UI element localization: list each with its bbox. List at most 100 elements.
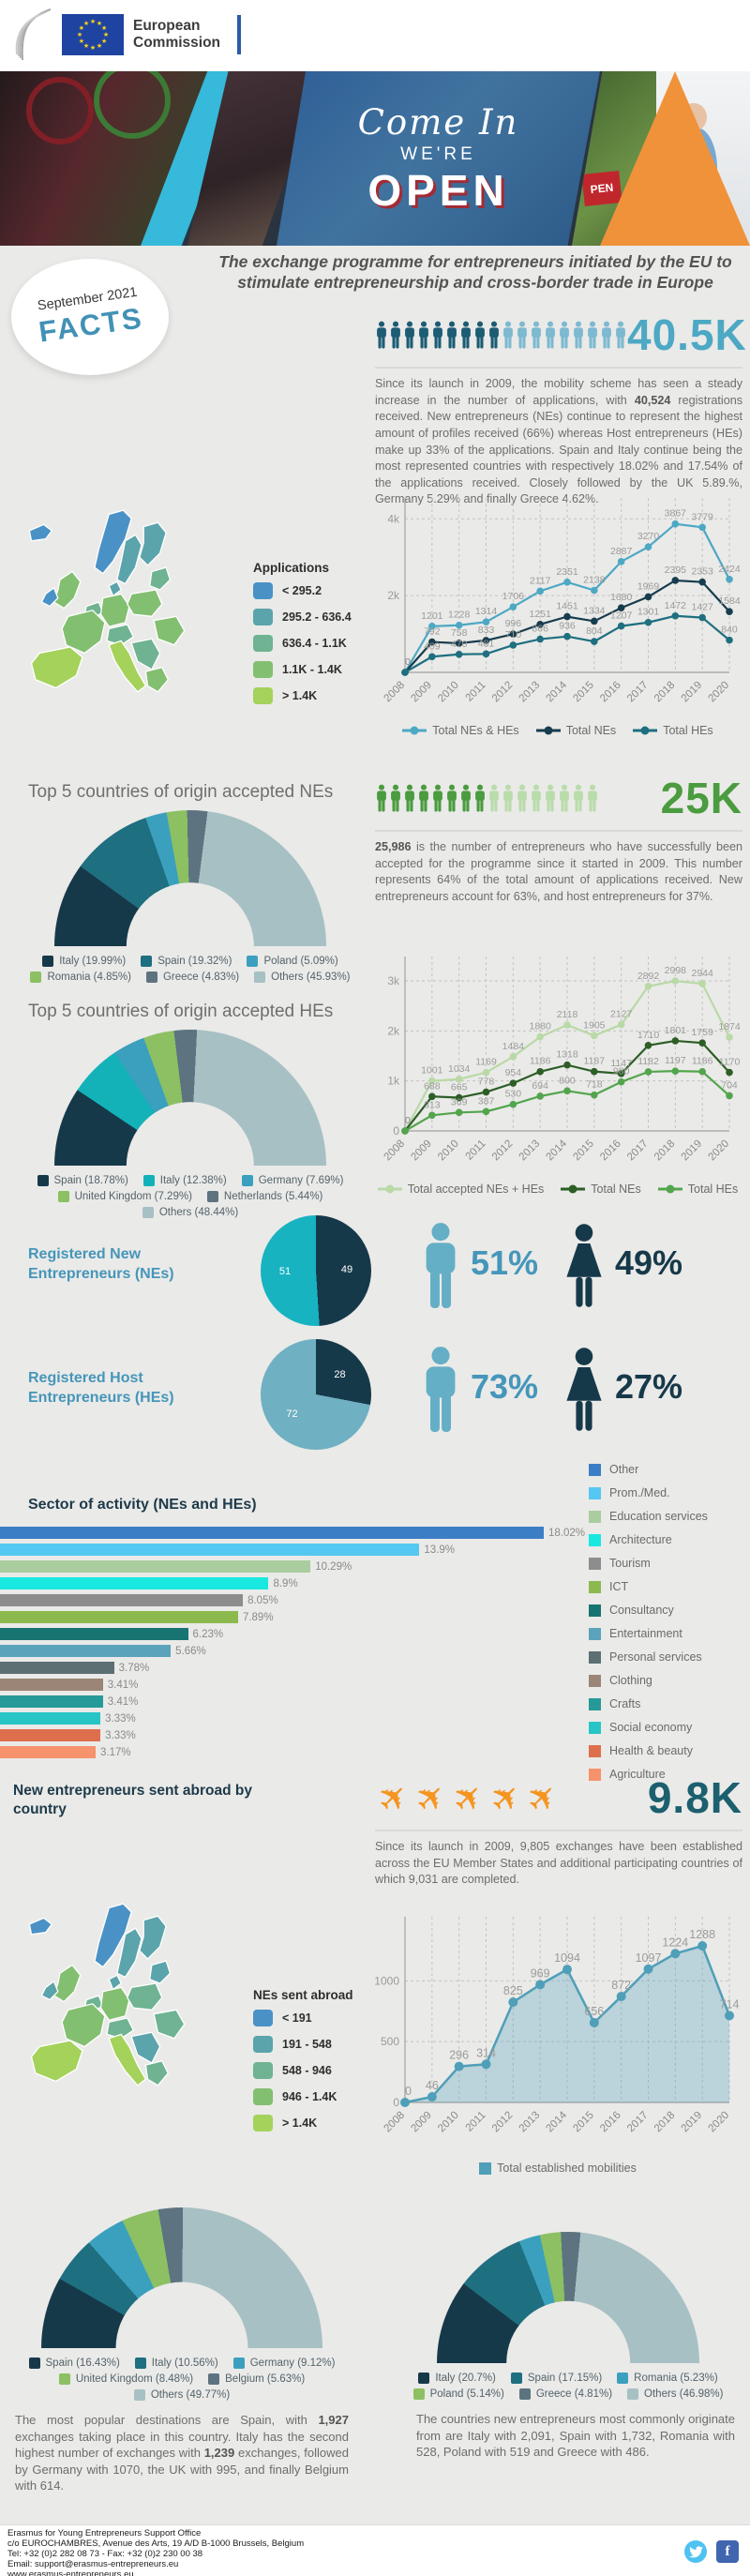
svg-text:2944: 2944 bbox=[691, 968, 713, 979]
svg-text:1288: 1288 bbox=[689, 1928, 715, 1941]
ne-gender-pie: 49 51 bbox=[261, 1215, 371, 1326]
stat-accepted: 25K 25,986 is the number of entrepreneur… bbox=[375, 773, 742, 906]
legend-item: Total HEs bbox=[657, 1183, 738, 1196]
person-icon bbox=[375, 321, 388, 350]
svg-text:825: 825 bbox=[503, 1984, 523, 1997]
svg-text:0: 0 bbox=[405, 1115, 411, 1126]
legend-item: United Kingdom (8.48%) bbox=[58, 2373, 193, 2385]
european-commission-logo: ★ ★ ★ ★ ★ ★ ★ ★ ★ ★ ★ ★ European Commission bbox=[9, 8, 242, 62]
legend-item: Other bbox=[589, 1463, 750, 1476]
svg-text:2014: 2014 bbox=[545, 1137, 570, 1163]
svg-text:2118: 2118 bbox=[557, 1009, 578, 1020]
ne-origin-section: Top 5 countries of origin accepted NEs I… bbox=[11, 782, 369, 983]
legend-item: Netherlands (5.44%) bbox=[206, 1191, 322, 1202]
legend-item: Spain (16.43%) bbox=[28, 2358, 120, 2369]
legend-item: Entertainment bbox=[589, 1627, 750, 1640]
accepted-text: 25,986 is the number of entrepreneurs wh… bbox=[375, 840, 742, 903]
legend-item: Total NEs bbox=[535, 724, 616, 737]
footer-contact-lines: Erasmus for Young Entrepreneurs Support … bbox=[8, 2528, 305, 2576]
svg-text:2010: 2010 bbox=[436, 2110, 461, 2135]
ec-curves-icon bbox=[15, 8, 52, 61]
ne-gender-row: Registered New Entrepreneurs (NEs) 49 51 … bbox=[0, 1210, 750, 1332]
header-bar: ★ ★ ★ ★ ★ ★ ★ ★ ★ ★ ★ ★ European Commission bbox=[0, 0, 750, 71]
svg-text:2011: 2011 bbox=[464, 2110, 488, 2134]
svg-text:1710: 1710 bbox=[638, 1030, 660, 1041]
twitter-icon[interactable] bbox=[684, 2540, 707, 2563]
svg-text:2013: 2013 bbox=[518, 2110, 543, 2135]
svg-text:2015: 2015 bbox=[571, 1138, 596, 1164]
divider bbox=[375, 367, 742, 369]
svg-text:2009: 2009 bbox=[409, 2110, 434, 2135]
applications-chart-legend: Total NEs & HEs Total NEs Total HEs bbox=[371, 724, 744, 737]
svg-text:470: 470 bbox=[451, 639, 468, 650]
legend-item: Belgium (5.63%) bbox=[208, 2373, 305, 2385]
svg-text:2015: 2015 bbox=[571, 680, 596, 705]
svg-text:0: 0 bbox=[405, 1115, 411, 1126]
svg-text:2353: 2353 bbox=[691, 566, 713, 578]
svg-text:718: 718 bbox=[586, 1079, 603, 1091]
accepted_by_year-svg: 2008 2009 2010 2011 2012 2013 2014 2015 2016 2017… bbox=[382, 957, 741, 1164]
svg-text:1207: 1207 bbox=[610, 610, 633, 622]
svg-text:500: 500 bbox=[381, 2035, 399, 2048]
svg-text:656: 656 bbox=[584, 2005, 604, 2018]
accepted-count: 25K bbox=[660, 774, 742, 822]
legend-item: Italy (19.99%) bbox=[42, 956, 126, 967]
stat-exchanges: ✈✈✈✈✈ 9.8K Since its launch in 2009, 9,8… bbox=[369, 1772, 742, 1889]
svg-text:969: 969 bbox=[531, 1966, 550, 1980]
person-icon bbox=[488, 321, 501, 350]
svg-text:★: ★ bbox=[90, 44, 96, 52]
legend-item: Romania (4.85%) bbox=[30, 972, 131, 983]
svg-text:2k: 2k bbox=[387, 589, 400, 602]
svg-text:369: 369 bbox=[451, 1096, 468, 1107]
legend-item: Others (45.93%) bbox=[254, 972, 351, 983]
svg-text:2018: 2018 bbox=[652, 680, 678, 705]
sent-abroad-map-block: NEs sent abroad < 191 191 - 548 548 - 946 94… bbox=[6, 1902, 382, 2162]
svg-text:2138: 2138 bbox=[583, 574, 606, 585]
legend-item: Germany (9.12%) bbox=[232, 2358, 336, 2369]
svg-text:1034: 1034 bbox=[448, 1063, 471, 1075]
svg-text:1197: 1197 bbox=[665, 1055, 686, 1066]
bar-row: 8.05% bbox=[0, 1594, 609, 1606]
person-icon bbox=[445, 784, 458, 813]
mobilities-chart-legend: Total established mobilities bbox=[371, 2162, 744, 2175]
svg-text:2k: 2k bbox=[387, 1024, 400, 1037]
bar-row: 3.41% bbox=[0, 1679, 609, 1691]
map-legend-title: NEs sent abroad bbox=[253, 1988, 353, 2002]
legend-item: Greece (4.83%) bbox=[145, 972, 239, 983]
pie-label: 49 bbox=[340, 1263, 353, 1275]
svg-text:2020: 2020 bbox=[707, 2110, 732, 2135]
legend-item: Total NEs & HEs bbox=[402, 724, 519, 737]
open-sign-photo: Come In WE'RE OPEN bbox=[277, 71, 600, 246]
legend-item: Poland (5.09%) bbox=[247, 956, 338, 967]
exchanges-count: 9.8K bbox=[647, 1773, 742, 1822]
svg-text:980: 980 bbox=[613, 1066, 630, 1077]
svg-text:387: 387 bbox=[478, 1095, 495, 1107]
svg-text:2892: 2892 bbox=[638, 971, 660, 982]
europe-map-svg bbox=[28, 1903, 186, 2086]
svg-text:1187: 1187 bbox=[584, 1056, 606, 1067]
legend-item: Architecture bbox=[589, 1533, 750, 1546]
svg-text:833: 833 bbox=[478, 625, 495, 636]
he-origin-section: Top 5 countries of origin accepted HEs S… bbox=[11, 1002, 369, 1218]
destinations-donut bbox=[41, 2207, 322, 2348]
he-female-percent: 27% bbox=[615, 1367, 683, 1406]
svg-text:1969: 1969 bbox=[638, 580, 660, 592]
sector-legend: Other Prom./Med. Education services Archite… bbox=[589, 1463, 750, 1791]
legend-item: Italy (20.7%) bbox=[418, 2373, 496, 2384]
person-icon bbox=[502, 321, 515, 350]
svg-text:1147: 1147 bbox=[610, 1058, 632, 1069]
svg-text:2012: 2012 bbox=[490, 2110, 516, 2135]
plane-icons: ✈✈✈✈✈ bbox=[369, 1773, 568, 1822]
svg-text:2017: 2017 bbox=[625, 1138, 651, 1164]
ne-female-percent: 49% bbox=[615, 1243, 683, 1282]
svg-text:1314: 1314 bbox=[475, 606, 498, 617]
facebook-icon[interactable]: f bbox=[716, 2540, 739, 2563]
svg-text:2013: 2013 bbox=[518, 680, 543, 705]
person-icon bbox=[431, 784, 444, 813]
female-icon bbox=[561, 1219, 608, 1315]
he-gender-row: Registered Host Entrepreneurs (HEs) 28 72… bbox=[0, 1333, 750, 1455]
svg-text:1000: 1000 bbox=[374, 1974, 399, 1987]
svg-text:1301: 1301 bbox=[638, 607, 660, 618]
divider bbox=[375, 1830, 742, 1831]
svg-text:2019: 2019 bbox=[680, 680, 705, 705]
